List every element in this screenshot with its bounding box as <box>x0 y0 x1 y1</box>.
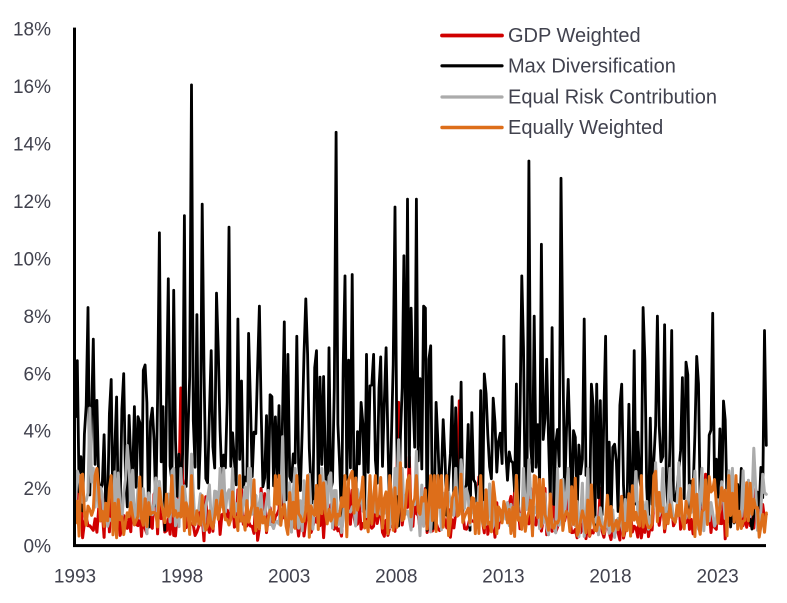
svg-text:Equally Weighted: Equally Weighted <box>508 117 663 139</box>
svg-text:2008: 2008 <box>375 567 417 588</box>
svg-text:14%: 14% <box>13 134 51 155</box>
svg-text:18%: 18% <box>13 20 51 41</box>
svg-text:4%: 4% <box>24 422 52 443</box>
svg-text:Max Diversification: Max Diversification <box>508 56 676 78</box>
svg-text:10%: 10% <box>13 249 51 270</box>
svg-text:6%: 6% <box>24 364 52 385</box>
svg-text:2%: 2% <box>24 479 52 500</box>
svg-text:1993: 1993 <box>54 567 96 588</box>
svg-text:8%: 8% <box>24 307 52 328</box>
svg-text:1998: 1998 <box>161 567 203 588</box>
svg-text:2013: 2013 <box>482 567 524 588</box>
svg-text:2023: 2023 <box>696 567 738 588</box>
svg-text:Equal Risk Contribution: Equal Risk Contribution <box>508 87 717 109</box>
svg-text:0%: 0% <box>24 537 52 558</box>
svg-text:GDP Weighted: GDP Weighted <box>508 25 641 47</box>
svg-text:2003: 2003 <box>268 567 310 588</box>
svg-text:16%: 16% <box>13 77 51 98</box>
svg-text:2018: 2018 <box>589 567 631 588</box>
svg-text:12%: 12% <box>13 192 51 213</box>
